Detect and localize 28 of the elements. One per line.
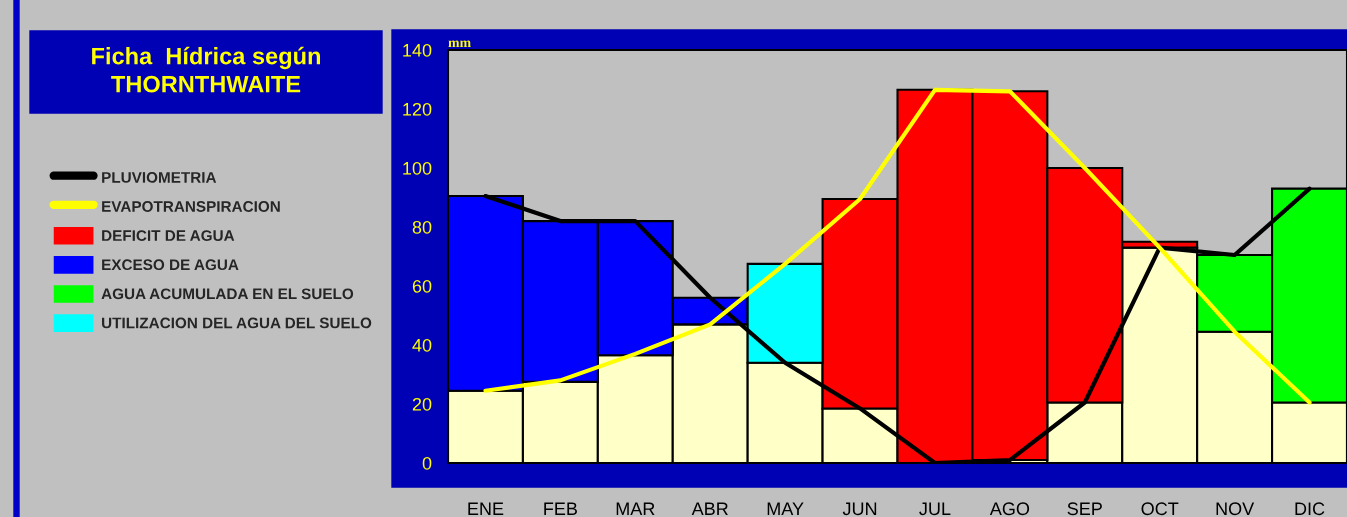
legend-label: DEFICIT DE AGUA — [102, 230, 235, 242]
x-tick-label: MAY — [767, 502, 804, 515]
x-tick-label: SEP — [1067, 502, 1102, 516]
x-tick-label: ABR — [691, 502, 728, 515]
legend-label: PLUVIOMETRIA — [102, 171, 217, 183]
text: Ficha Hídrica según THORNTHWAITE — [92, 46, 321, 93]
x-tick-label: NOV — [1216, 502, 1255, 516]
x-tick-label: FEB — [544, 502, 577, 515]
y-tick-label: 0 — [422, 456, 432, 470]
legend-label: UTILIZACION DEL AGUA DEL SUELO — [102, 317, 372, 329]
x-tick-label: OCT — [1141, 502, 1179, 516]
y-tick-label: 80 — [412, 220, 432, 234]
x-tick-label: JUN — [842, 502, 877, 516]
legend-label: AGUA ACUMULADA EN EL SUELO — [101, 288, 354, 300]
x-tick-label: AGO — [989, 502, 1030, 516]
legend-label: EVAPOTRANSPIRACION — [102, 201, 280, 212]
y-tick-label: 120 — [403, 102, 432, 116]
x-tick-label: DIC — [1295, 502, 1325, 516]
y-tick-label: 40 — [412, 338, 432, 352]
x-tick-label: ENE — [468, 502, 504, 515]
y-axis-title: mm — [448, 40, 471, 48]
y-tick-label: 60 — [412, 279, 432, 293]
legend-label: EXCESO DE AGUA — [102, 259, 239, 271]
x-tick-label: MAR — [616, 502, 655, 515]
y-tick-label: 20 — [412, 397, 432, 411]
y-tick-label: 100 — [403, 161, 432, 175]
y-tick-label: 140 — [403, 43, 432, 57]
x-tick-label: JUL — [919, 502, 951, 516]
